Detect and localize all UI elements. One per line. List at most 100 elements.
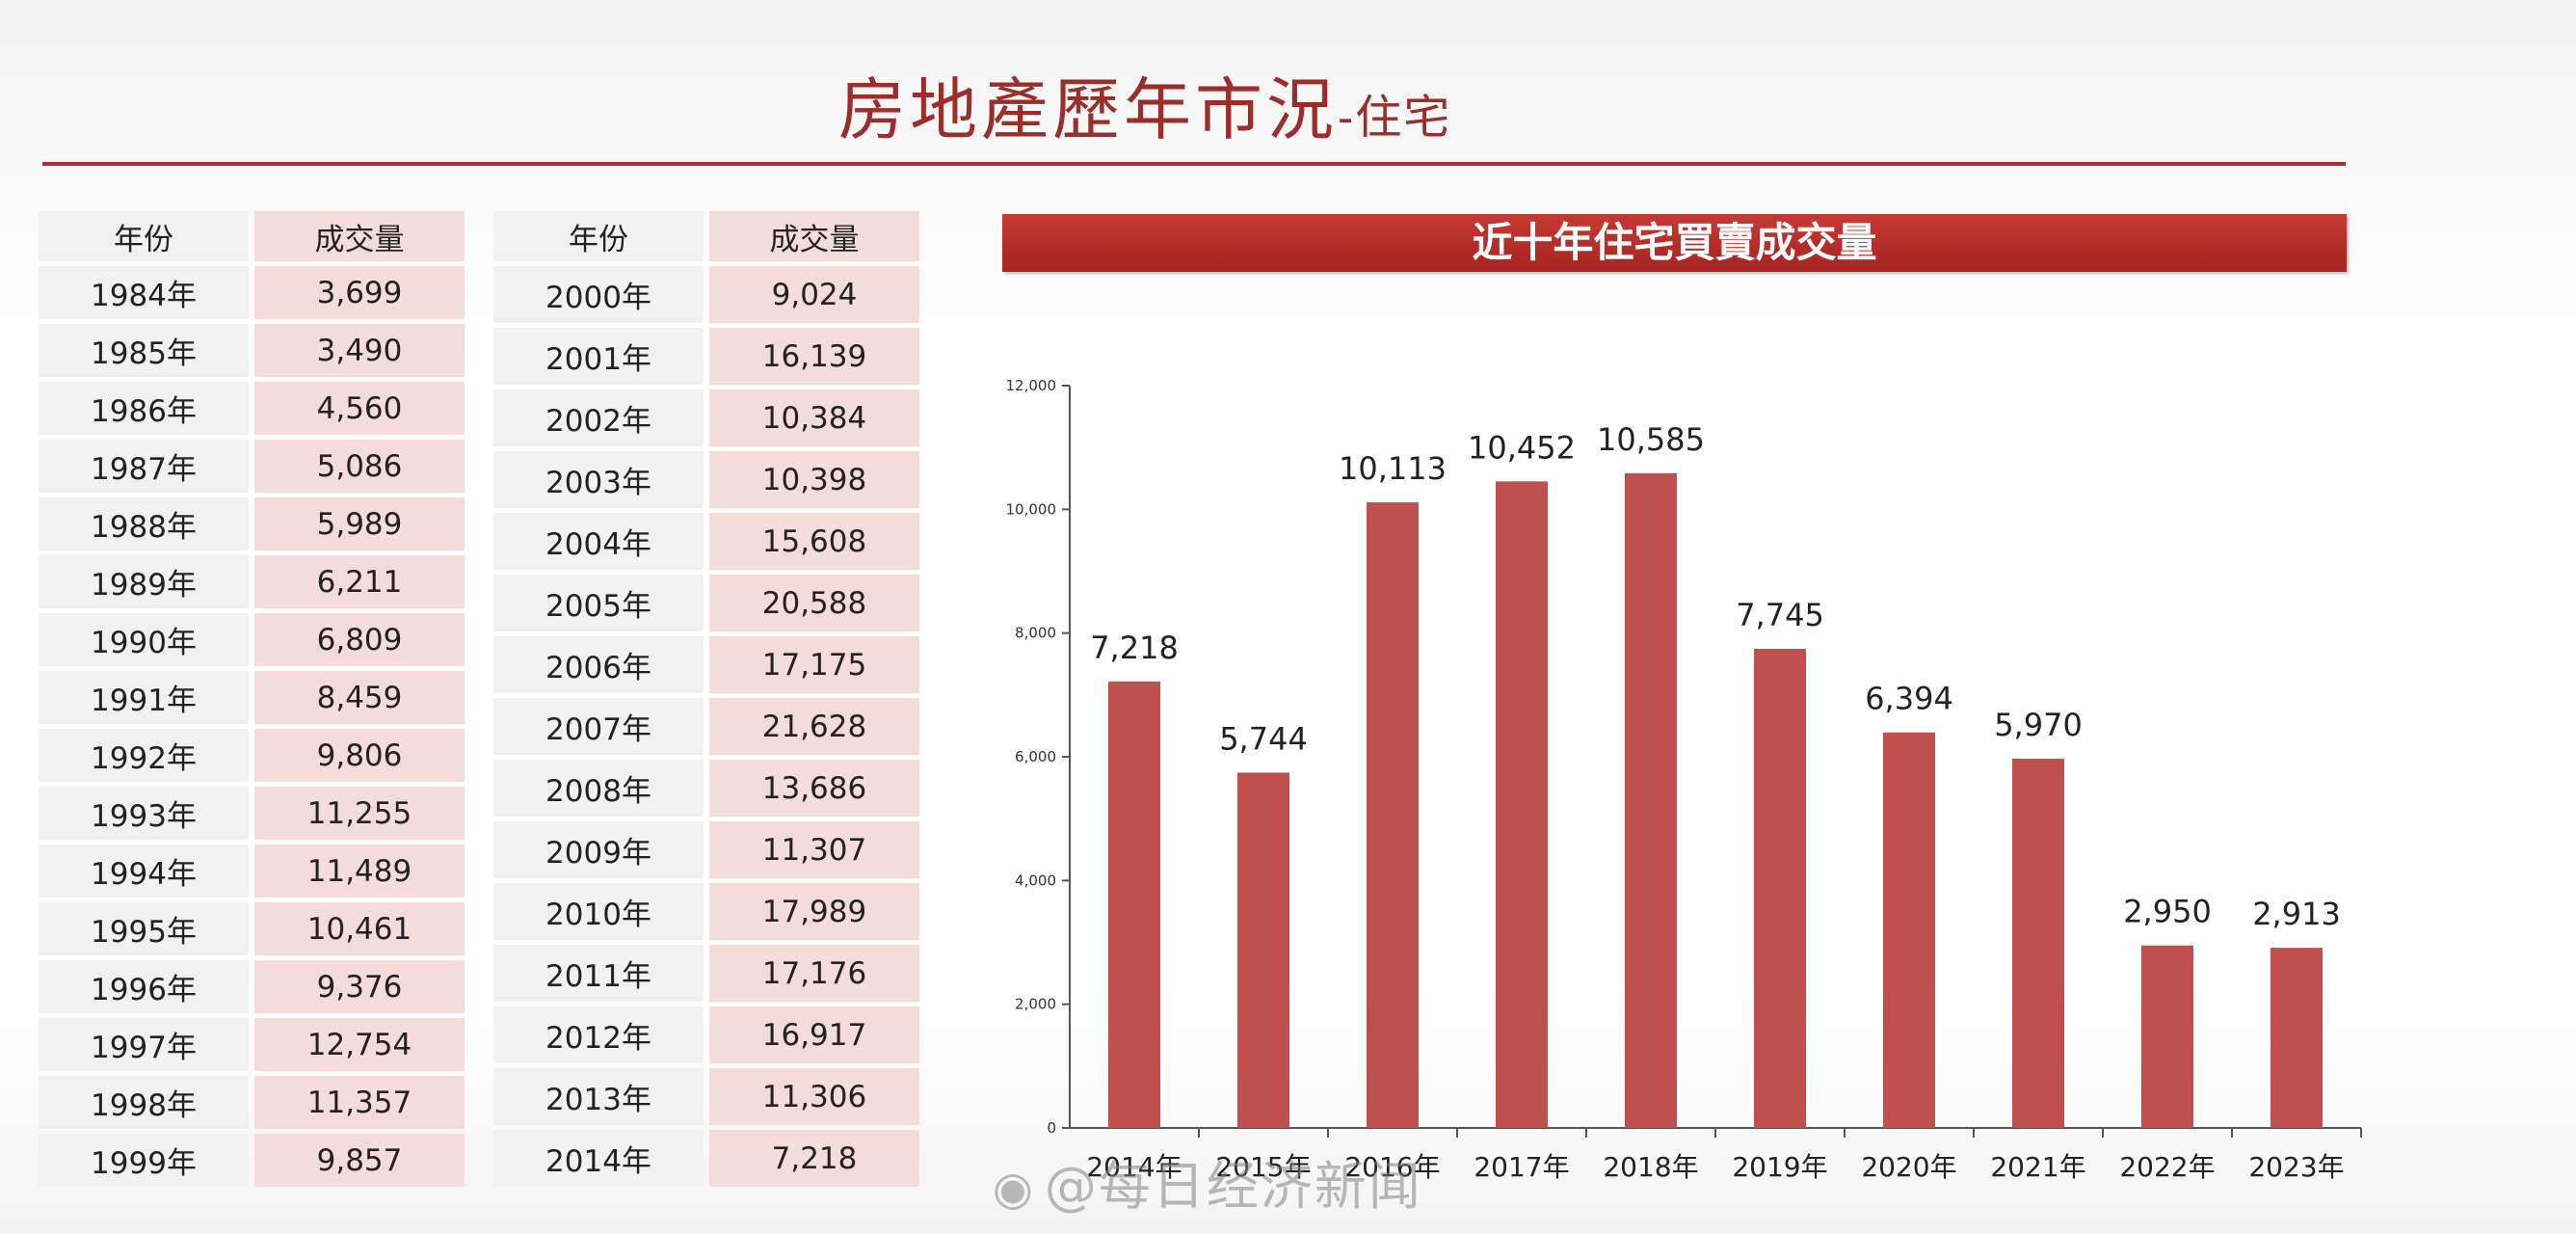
table-row: 1995年 10,461 — [39, 902, 465, 955]
year-cell: 2014年 — [493, 1130, 704, 1187]
year-cell: 1984年 — [39, 266, 249, 319]
y-tick-label: 10,000 — [1006, 500, 1057, 518]
volume-cell: 6,211 — [254, 555, 465, 608]
table-row: 1996年 9,376 — [39, 960, 465, 1013]
volume-cell: 10,398 — [709, 451, 919, 508]
year-cell: 1999年 — [39, 1134, 249, 1187]
year-cell: 1993年 — [39, 787, 249, 840]
header-year: 年份 — [493, 211, 704, 261]
year-cell: 2008年 — [493, 760, 704, 817]
table-header-row: 年份 成交量 — [493, 211, 919, 261]
table-row: 2013年 11,306 — [493, 1068, 919, 1125]
chart-title: 近十年住宅買賣成交量 — [1002, 214, 2347, 272]
watermark: ◉ @每日经济新闻 — [993, 1143, 1422, 1220]
y-tick-label: 12,000 — [1006, 377, 1057, 394]
volume-table-left: 年份 成交量 1984年 3,699 1985年 3,490 1986年 4,560 198… — [39, 206, 465, 1192]
volume-cell: 13,686 — [709, 760, 919, 817]
table-row: 2012年 16,917 — [493, 1006, 919, 1063]
volume-cell: 17,175 — [709, 636, 919, 693]
volume-cell: 9,376 — [254, 960, 465, 1013]
year-cell: 2009年 — [493, 821, 704, 878]
volume-cell: 3,699 — [254, 266, 465, 319]
table-row: 2010年 17,989 — [493, 883, 919, 940]
y-tick-label: 6,000 — [1015, 748, 1056, 765]
data-label: 10,585 — [1597, 421, 1705, 458]
table-row: 1997年 12,754 — [39, 1018, 465, 1071]
header-volume: 成交量 — [254, 211, 465, 261]
data-label: 10,113 — [1339, 450, 1447, 487]
volume-cell: 8,459 — [254, 671, 465, 724]
table-row: 1984年 3,699 — [39, 266, 465, 319]
table-row: 2003年 10,398 — [493, 451, 919, 508]
data-label: 10,452 — [1468, 429, 1576, 466]
data-label: 7,218 — [1090, 630, 1179, 666]
table-row: 2004年 15,608 — [493, 513, 919, 570]
watermark-text: @每日经济新闻 — [1044, 1156, 1422, 1217]
bar-chart: 0 2,000 4,000 6,000 8,000 10,000 12,000 7,218 20… — [1006, 377, 2362, 1183]
volume-cell: 4,560 — [254, 382, 465, 435]
volume-cell: 3,490 — [254, 324, 465, 377]
year-cell: 2000年 — [493, 266, 704, 323]
table-row: 2007年 21,628 — [493, 698, 919, 755]
volume-cell: 11,307 — [709, 821, 919, 878]
x-tick-label: 2019年 — [1732, 1151, 1827, 1183]
year-cell: 1992年 — [39, 729, 249, 782]
volume-cell: 6,809 — [254, 613, 465, 666]
bar — [1108, 681, 1160, 1128]
volume-cell: 16,139 — [709, 328, 919, 385]
bar — [2141, 945, 2193, 1128]
data-label: 2,913 — [2252, 896, 2341, 932]
bar — [1496, 481, 1548, 1128]
table-row: 2002年 10,384 — [493, 389, 919, 446]
table-row: 1988年 5,989 — [39, 497, 465, 550]
year-cell: 2001年 — [493, 328, 704, 385]
y-tick-label: 8,000 — [1015, 625, 1056, 642]
table-row: 2009年 11,307 — [493, 821, 919, 878]
table-row: 1991年 8,459 — [39, 671, 465, 724]
year-cell: 2013年 — [493, 1068, 704, 1125]
table-row: 1986年 4,560 — [39, 382, 465, 435]
year-cell: 2004年 — [493, 513, 704, 570]
x-tick-label: 2018年 — [1603, 1151, 1698, 1183]
volume-cell: 10,384 — [709, 389, 919, 446]
y-tick-label: 0 — [1047, 1119, 1056, 1137]
bar — [2271, 948, 2323, 1128]
table-row: 2006年 17,175 — [493, 636, 919, 693]
volume-cell: 9,024 — [709, 266, 919, 323]
year-cell: 1998年 — [39, 1076, 249, 1129]
volume-cell: 11,489 — [254, 845, 465, 898]
bar — [1367, 502, 1419, 1128]
volume-cell: 21,628 — [709, 698, 919, 755]
x-tick-label: 2014年 — [1086, 1151, 1182, 1183]
data-label: 5,970 — [1994, 707, 2083, 743]
year-cell: 2007年 — [493, 698, 704, 755]
page-title-sub: -住宅 — [1338, 91, 1452, 145]
table-row: 1994年 11,489 — [39, 845, 465, 898]
year-cell: 2002年 — [493, 389, 704, 446]
year-cell: 1997年 — [39, 1018, 249, 1071]
page-title-main: 房地產歷年市況 — [838, 70, 1338, 149]
x-tick-label: 2015年 — [1215, 1151, 1311, 1183]
volume-cell: 5,086 — [254, 440, 465, 493]
year-cell: 1986年 — [39, 382, 249, 435]
table-row: 1992年 9,806 — [39, 729, 465, 782]
bar — [1237, 772, 1289, 1128]
year-cell: 2005年 — [493, 575, 704, 631]
volume-cell: 11,255 — [254, 787, 465, 840]
year-cell: 1996年 — [39, 960, 249, 1013]
x-tick-label: 2023年 — [2248, 1151, 2344, 1183]
data-label: 7,745 — [1736, 597, 1824, 633]
header-volume: 成交量 — [709, 211, 919, 261]
volume-cell: 12,754 — [254, 1018, 465, 1071]
title-divider — [42, 162, 2346, 166]
volume-cell: 15,608 — [709, 513, 919, 570]
table-row: 1990年 6,809 — [39, 613, 465, 666]
volume-cell: 17,176 — [709, 945, 919, 1002]
table-row: 1989年 6,211 — [39, 555, 465, 608]
data-label: 5,744 — [1219, 720, 1308, 757]
year-cell: 1995年 — [39, 902, 249, 955]
volume-cell: 11,306 — [709, 1068, 919, 1125]
table-header-row: 年份 成交量 — [39, 211, 465, 261]
table-row: 2000年 9,024 — [493, 266, 919, 323]
x-tick-label: 2017年 — [1474, 1151, 1569, 1183]
